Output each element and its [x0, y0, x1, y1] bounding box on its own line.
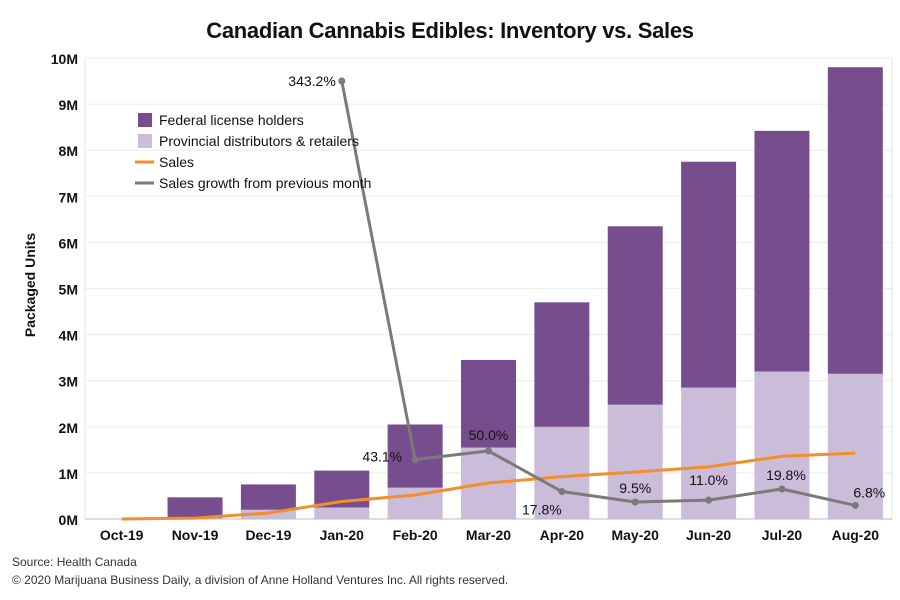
bar-provincial: [827, 373, 883, 519]
bar-provincial: [314, 507, 370, 519]
y-tick-label: 2M: [59, 420, 78, 436]
legend-swatch-federal: [138, 113, 152, 127]
x-tick-label: Mar-20: [466, 527, 511, 543]
copyright-note: © 2020 Marijuana Business Daily, a divis…: [12, 573, 509, 587]
bar-federal: [754, 130, 810, 372]
y-tick-label: 8M: [59, 143, 78, 159]
y-tick-label: 5M: [59, 282, 78, 298]
bar-federal: [534, 302, 590, 427]
sales-growth-point: [411, 456, 419, 464]
bar-federal: [167, 497, 223, 519]
x-tick-label: Jan-20: [320, 527, 365, 543]
sales-line: [121, 451, 856, 521]
sales-growth-point: [338, 77, 346, 85]
footer: Source: Health Canada © 2020 Marijuana B…: [12, 553, 508, 589]
chart-title: Canadian Cannabis Edibles: Inventory vs.…: [206, 18, 694, 43]
sales-growth-line: [340, 80, 856, 507]
legend-label-growth: Sales growth from previous month: [159, 175, 371, 191]
sales-growth-point: [705, 496, 713, 504]
growth-data-label: 43.1%: [362, 449, 402, 465]
growth-data-label: 50.0%: [469, 427, 509, 443]
source-note: Source: Health Canada: [12, 555, 137, 569]
growth-data-label: 343.2%: [288, 73, 335, 89]
growth-data-label: 9.5%: [619, 480, 651, 496]
sales-growth-point: [485, 447, 492, 455]
x-tick-label: Oct-19: [100, 527, 144, 543]
bar-federal: [240, 484, 296, 510]
y-tick-label: 10M: [51, 51, 78, 67]
y-tick-label: 0M: [59, 512, 78, 528]
bar-federal: [827, 67, 883, 374]
x-tick-label: Apr-20: [540, 527, 585, 543]
x-tick-label: Jun-20: [686, 527, 731, 543]
growth-data-label: 17.8%: [522, 502, 562, 518]
y-tick-label: 6M: [59, 235, 78, 251]
bar-federal: [461, 359, 516, 448]
y-tick-label: 4M: [59, 328, 78, 344]
x-tick-label: Nov-19: [172, 527, 219, 543]
sales-growth-point: [851, 501, 859, 509]
y-tick-label: 7M: [59, 189, 78, 205]
growth-data-label: 6.8%: [853, 484, 885, 500]
growth-data-label: 11.0%: [689, 472, 728, 488]
legend-label-provincial: Provincial distributors & retailers: [159, 133, 359, 149]
sales-growth-point: [778, 485, 786, 493]
legend-label-sales: Sales: [159, 154, 194, 170]
x-tick-label: Dec-19: [245, 527, 291, 543]
legend-swatch-provincial: [138, 134, 152, 148]
growth-data-label: 19.8%: [766, 467, 806, 483]
x-tick-label: May-20: [611, 527, 659, 543]
y-tick-label: 9M: [59, 97, 78, 113]
bar-provincial: [534, 426, 590, 519]
bar-federal: [681, 161, 737, 388]
bar-federal: [607, 226, 663, 405]
y-tick-label: 1M: [59, 466, 78, 482]
x-tick-label: Aug-20: [832, 527, 880, 543]
x-tick-label: Feb-20: [393, 527, 438, 543]
sales-growth-point: [631, 498, 639, 506]
x-tick-label: Jul-20: [762, 527, 803, 543]
y-tick-label: 3M: [59, 374, 78, 390]
legend-label-federal: Federal license holders: [159, 112, 304, 128]
bar-provincial: [754, 371, 810, 519]
sales-growth-point: [558, 488, 566, 496]
